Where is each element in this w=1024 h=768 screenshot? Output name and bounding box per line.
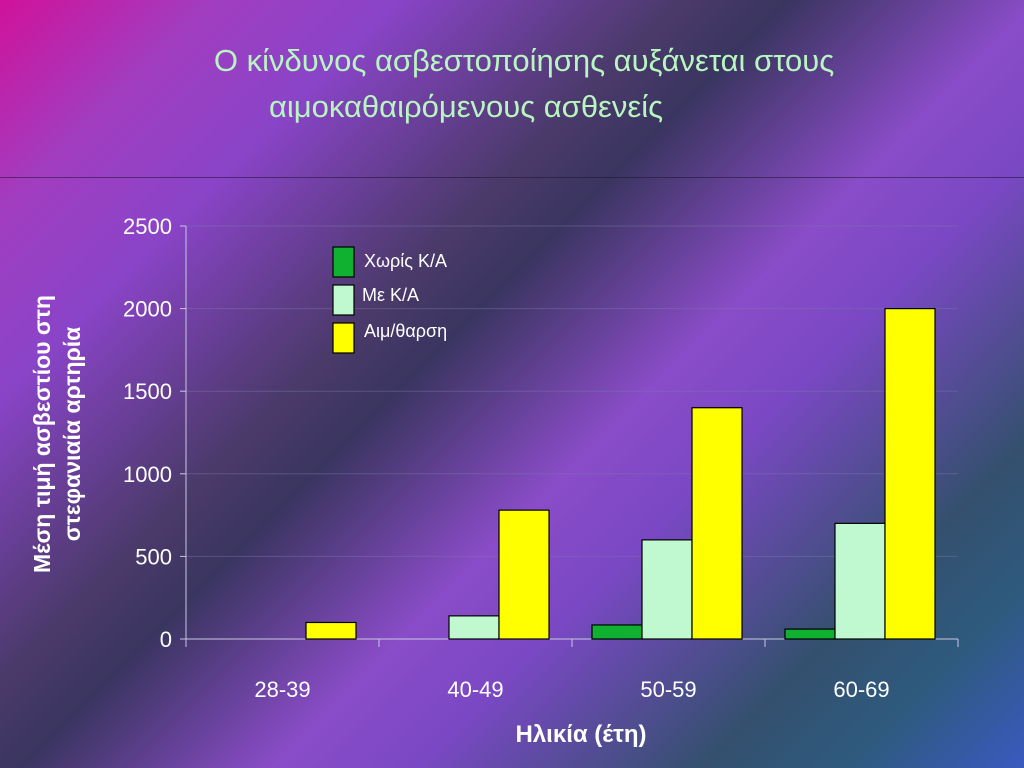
x-tick-label: 50-59 [640,677,696,702]
x-axis-title: Ηλικία (έτη) [515,721,646,748]
x-tick-label: 40-49 [447,677,503,702]
calcium-by-age-bar-chart: 0 500 1000 1500 2000 2500 28-39 40-49 50-59 60-69… [29,214,959,748]
slide-title-line-2: αιμοκαθαιρόμενους ασθενείς [268,89,664,124]
legend-swatch [332,322,355,354]
legend-swatch [332,284,355,316]
chart-area: 0 500 1000 1500 2000 2500 28-39 40-49 50-59 60-69… [0,178,1024,768]
bar-Αιμ/θαρση [884,308,936,640]
legend-label: Χωρίς Κ/Α [364,251,447,271]
bar-Χωρίς Κ/Α [784,628,836,640]
bar-Αιμ/θαρση [305,621,357,640]
legend-swatch [332,246,355,278]
y-tick-label: 2000 [123,297,172,322]
bar-Αιμ/θαρση [691,407,743,640]
bar-Με Κ/Α [448,615,500,640]
slide-title-line-1: Ο κίνδυνος ασβεστοποίησης αυξάνεται στου… [213,43,835,78]
y-tick-label: 1000 [123,462,172,487]
bar-Με Κ/Α [834,522,886,640]
y-axis-title: Μέση τιμή ασβεστίου στη [29,295,55,573]
bar-Χωρίς Κ/Α [591,624,643,640]
slide-title: Ο κίνδυνος ασβεστοποίησης αυξάνεται στου… [0,38,1024,130]
y-tick-label: 2500 [123,214,172,239]
title-divider [0,177,1024,178]
bar-Με Κ/Α [641,539,693,640]
legend-label: Αιμ/θαρση [364,321,447,341]
y-axis-title: στεφανιαία αρτηρία [59,327,85,542]
y-tick-label: 500 [135,544,172,569]
x-tick-label: 28-39 [254,677,310,702]
y-tick-label: 0 [160,627,172,652]
legend-label: Με Κ/Α [362,285,419,305]
bar-Αιμ/θαρση [498,509,550,640]
y-tick-label: 1500 [123,379,172,404]
x-tick-label: 60-69 [833,677,889,702]
